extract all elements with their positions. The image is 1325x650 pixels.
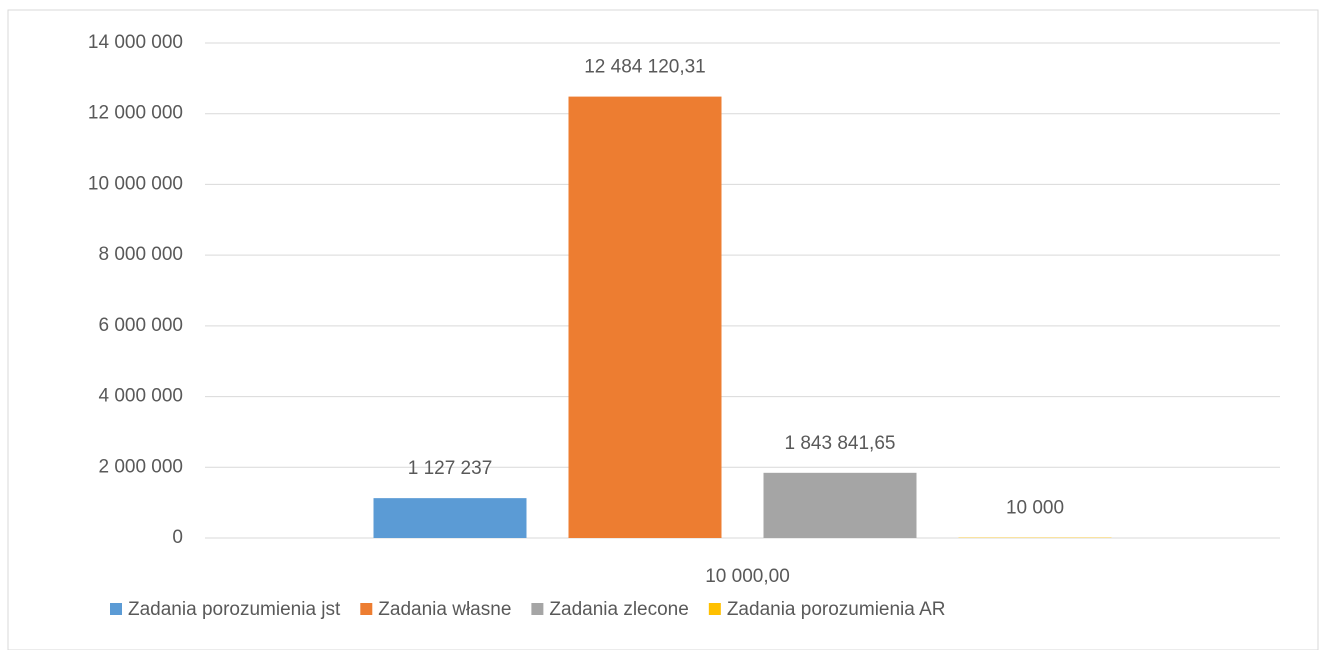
data-label: 1 127 237 [408, 458, 493, 479]
y-tick-label: 14 000 000 [88, 32, 183, 53]
legend-marker [110, 603, 122, 615]
legend-marker [360, 603, 373, 615]
y-tick-label: 8 000 000 [98, 244, 183, 265]
data-label: 10 000 [1006, 498, 1064, 519]
bar [568, 96, 722, 539]
bar [763, 472, 917, 538]
legend-marker [531, 603, 544, 615]
legend-label: Zadania własne [378, 599, 511, 620]
legend-label: Zadania zlecone [549, 599, 688, 620]
y-tick-label: 2 000 000 [98, 456, 183, 477]
y-tick-label: 4 000 000 [98, 386, 183, 407]
data-label: 12 484 120,31 [584, 57, 706, 78]
legend-label: Zadania porozumienia jst [128, 599, 341, 620]
legend-label: Zadania porozumienia AR [727, 599, 946, 620]
y-tick-label: 12 000 000 [88, 103, 183, 124]
data-label: 1 843 841,65 [785, 433, 896, 454]
bar [373, 498, 527, 538]
y-tick-label: 10 000 000 [88, 173, 183, 194]
y-tick-label: 6 000 000 [98, 315, 183, 336]
x-tick-label: 10 000,00 [705, 566, 790, 587]
legend-marker [708, 603, 721, 615]
y-tick-label: 0 [172, 527, 183, 548]
